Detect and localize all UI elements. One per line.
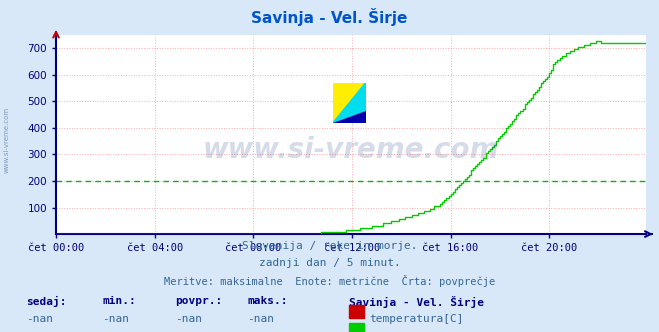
Text: Savinja - Vel. Širje: Savinja - Vel. Širje bbox=[349, 296, 484, 308]
Text: -nan: -nan bbox=[102, 314, 129, 324]
Text: temperatura[C]: temperatura[C] bbox=[369, 314, 463, 324]
Text: Savinja - Vel. Širje: Savinja - Vel. Širje bbox=[251, 8, 408, 26]
Text: Meritve: maksimalne  Enote: metrične  Črta: povprečje: Meritve: maksimalne Enote: metrične Črta… bbox=[164, 275, 495, 287]
Text: www.si-vreme.com: www.si-vreme.com bbox=[203, 136, 499, 164]
Text: -nan: -nan bbox=[175, 314, 202, 324]
Text: -nan: -nan bbox=[247, 314, 274, 324]
Text: maks.:: maks.: bbox=[247, 296, 287, 306]
Text: sedaj:: sedaj: bbox=[26, 296, 67, 307]
Text: -nan: -nan bbox=[26, 314, 53, 324]
Text: www.si-vreme.com: www.si-vreme.com bbox=[3, 106, 9, 173]
Text: zadnji dan / 5 minut.: zadnji dan / 5 minut. bbox=[258, 258, 401, 268]
Text: povpr.:: povpr.: bbox=[175, 296, 222, 306]
Text: Slovenija / reke in morje.: Slovenija / reke in morje. bbox=[242, 241, 417, 251]
Text: min.:: min.: bbox=[102, 296, 136, 306]
